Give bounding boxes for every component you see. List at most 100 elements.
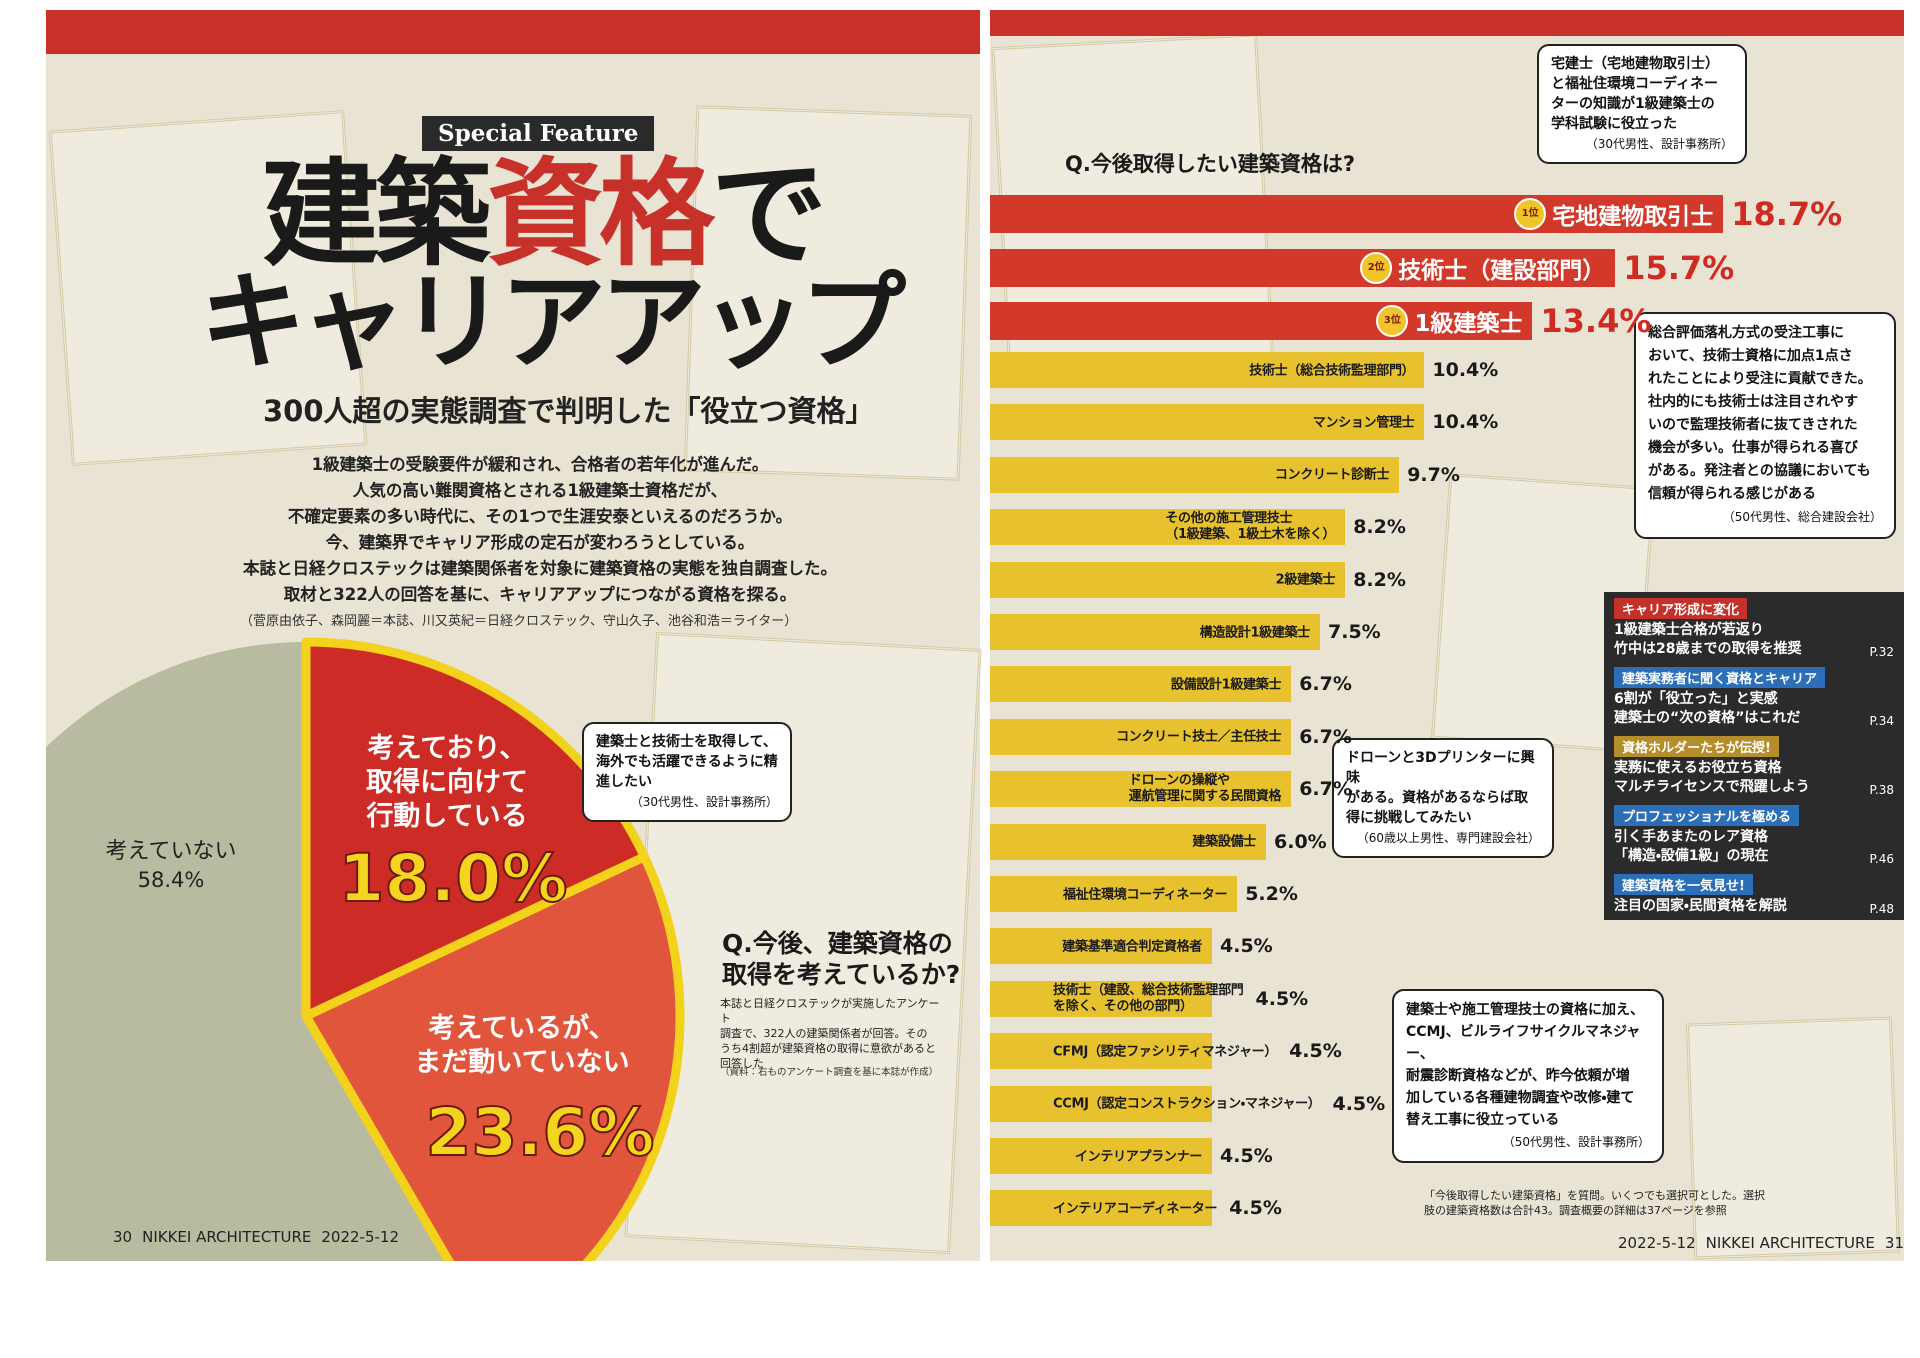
bar-value-label: 7.5% [1328,621,1381,643]
bar-label-box: ドローンの操縦や 運航管理に関する民間資格 [1053,773,1282,805]
bar-value-label: 15.7% [1623,248,1735,287]
bar [990,302,1533,340]
bar-value-label: 18.7% [1731,195,1843,233]
bar-label: 設備設計1級建築士 [1170,677,1282,693]
bar-label: 建築基準適合判定資格者 [1062,939,1202,955]
bar-value-label: 4.5% [1229,1197,1282,1220]
bar-label: ドローンの操縦や 運航管理に関する民間資格 [1128,773,1282,805]
bar [990,1085,1212,1122]
title-line2: キャリアアップ [200,261,906,384]
issue-date: 2022-5-12 [1618,1234,1696,1252]
lead: 1級建築士の受験要件が緩和され、合格者の若年化が進んだ。 人気の高い難関資格とさ… [243,455,837,604]
pie-source: （資料：右ものアンケート調査を基に本誌が作成） [720,1067,939,1078]
pie-label: 考えていない [105,839,237,864]
quote-source: （50代男性、設計事務所） [1502,1135,1650,1149]
bar-label-box: インテリアコーディネーター [1053,1199,1218,1218]
contents-row: 6割が「役立った」と実感 建築士の“次の資格”はこれだ P.34 [1614,690,1894,728]
contents-item: 建築資格を一気見せ! 注目の国家・民間資格を解説 P.48 [1614,874,1894,916]
pie-slice [46,642,449,1261]
bar [990,195,1724,233]
bar-label: 技術士（建設、総合技術監理部門 を除く、その他の部門） [1053,982,1244,1014]
page-number: 30 [113,1228,133,1246]
bar-label-box: 技術士（総合技術監理部門） [1053,361,1414,380]
footer-left: 30 NIKKEI ARCHITECTURE 2022-5-12 [113,1228,409,1246]
bar-label-box: 技術士（建設、総合技術監理部門 を除く、その他の部門） [1053,983,1244,1015]
footer-right: 2022-5-12 NIKKEI ARCHITECTURE 31 [1618,1234,1914,1252]
bar-label: 技術士（総合技術監理部門） [1249,363,1415,378]
pie-title: Q.今後、建築資格の 取得を考えているか? [722,929,961,989]
pie-slice [301,852,685,1261]
bar-label: 福祉住環境コーディネーター [1062,887,1228,902]
bar-value-label: 4.5% [1332,1092,1386,1115]
rank-badge: 2位 [1360,251,1393,284]
pie-label: 考えているが、 まだ動いていない [414,1013,630,1078]
bar [990,404,1425,441]
contents-item: プロフェッショナルを極める 引く手あまたのレア資格 「構造・設備1級」の現在 P.4… [1614,805,1894,866]
title-part: 建築 [263,147,491,282]
bar [990,509,1346,546]
contents-page: P.48 [1869,902,1894,916]
bar-label: 構造設計1級建築士 [1199,625,1311,640]
bar [990,1190,1212,1227]
contents-item: 建築実務者に聞く資格とキャリア 6割が「役立った」と実感 建築士の“次の資格”はこ… [1614,667,1894,728]
bar-label-box: 建築設備士 [1053,832,1256,851]
top-band [46,10,980,54]
bar-value-label: 4.5% [1220,1145,1273,1167]
contents-item: 資格ホルダーたちが伝授! 実務に使えるお役立ち資格 マルチライセンスで飛躍しよう P… [1614,736,1894,797]
rank-badge: 3位 [1376,305,1409,337]
bar-value-label: 6.7% [1299,673,1352,696]
bar-label: コンクリート技士／主任技士 [1116,729,1282,745]
bar-label-box: 福祉住環境コーディネーター [1053,885,1228,904]
magazine-name: NIKKEI ARCHITECTURE [1705,1234,1875,1252]
pie-value-label: 18.0% [338,839,569,918]
bar-label-box: インテリアプランナー [1053,1147,1202,1166]
bar-value-label: 10.4% [1432,359,1499,381]
contents-text: 引く手あまたのレア資格 「構造・設備1級」の現在 [1614,829,1769,864]
quote-source: （60歳以上男性、専門建設会社） [1356,831,1540,845]
pie-group [46,637,685,1261]
pie-note: 本誌と日経クロステックが実施したアンケート 調査で、322人の建築関係者が回答。… [720,997,940,1070]
bar [990,1138,1212,1174]
magazine-name: NIKKEI ARCHITECTURE [142,1228,312,1246]
bar-label-box: マンション管理士 [1053,413,1415,432]
contents-text: 1級建築士合格が若返り 竹中は28歳までの取得を推奨 [1614,622,1802,657]
quote-text: 宅建士（宅地建物取引士） と福祉住環境コーディネー ターの知識が1級建築士の 学… [1551,56,1719,132]
bar-label: CCMJ（認定コンストラクション・マネジャー） [1053,1096,1321,1112]
quote-bubble: 建築士や施工管理技士の資格に加え、 CCMJ、ビルライフサイクルマネジャー、 耐… [1392,989,1664,1163]
bar-value-label: 13.4% [1540,302,1652,340]
contents-row: 1級建築士合格が若返り 竹中は28歳までの取得を推奨 P.32 [1614,621,1894,659]
bar [990,352,1425,388]
quote-source: （50代男性、総合建設会社） [1722,510,1882,524]
quote-text: 建築士と技術士を取得して、 海外でも活躍できるように精 進したい [596,734,778,790]
bar-value-label: 10.4% [1432,411,1499,434]
bar [990,1033,1212,1070]
bar-label-box: 1位 宅地建物取引士 [1000,197,1713,231]
bar-value-label: 4.5% [1289,1040,1342,1063]
rank-badge: 1位 [1514,198,1547,230]
bar-label-box: コンクリート診断士 [1053,465,1390,484]
bar-label-box: 2級建築士 [1053,570,1336,589]
bar-label: CFMJ（認定ファシリティマネジャー） [1053,1044,1278,1060]
bar-value-label: 6.0% [1274,830,1327,853]
credit: （菅原由依子、森岡麗＝本誌、川又英紀＝日経クロステック、守山久子、池谷和浩＝ライ… [240,614,798,629]
contents-row: 引く手あまたのレア資格 「構造・設備1級」の現在 P.46 [1614,828,1894,866]
quote-text: ドローンと3Dプリンターに興味 がある。資格があるならば取 得に挑戦してみたい [1346,750,1535,826]
bar-label-box: CCMJ（認定コンストラクション・マネジャー） [1053,1094,1321,1113]
contents-page: P.32 [1869,645,1894,659]
contents-text: 実務に使えるお役立ち資格 マルチライセンスで飛躍しよう [1614,760,1810,795]
bar-label-box: 3位 1級建築士 [1000,304,1522,338]
bar [990,718,1292,755]
bar-label: 技術士（建設部門） [1398,257,1606,284]
quote-text: 総合評価落札方式の受注工事に おいて、技術士資格に加点1点さ れたことにより受注… [1648,325,1872,502]
bar-value-label: 5.2% [1245,883,1298,905]
contents-tag: 建築資格を一気見せ! [1614,874,1753,895]
title-part: で [711,147,827,282]
bar-label: 建築設備士 [1192,834,1256,850]
contents-page: P.38 [1869,783,1894,797]
issue-date: 2022-5-12 [321,1228,399,1246]
page-number: 31 [1884,1234,1904,1252]
bar-value-label: 8.2% [1353,568,1406,591]
bar-note: 「今後取得したい建築資格」を質問。いくつでも選択可とした。選択 肢の建築資格数は… [1424,1189,1765,1217]
contents-tag: キャリア形成に変化 [1614,598,1748,619]
